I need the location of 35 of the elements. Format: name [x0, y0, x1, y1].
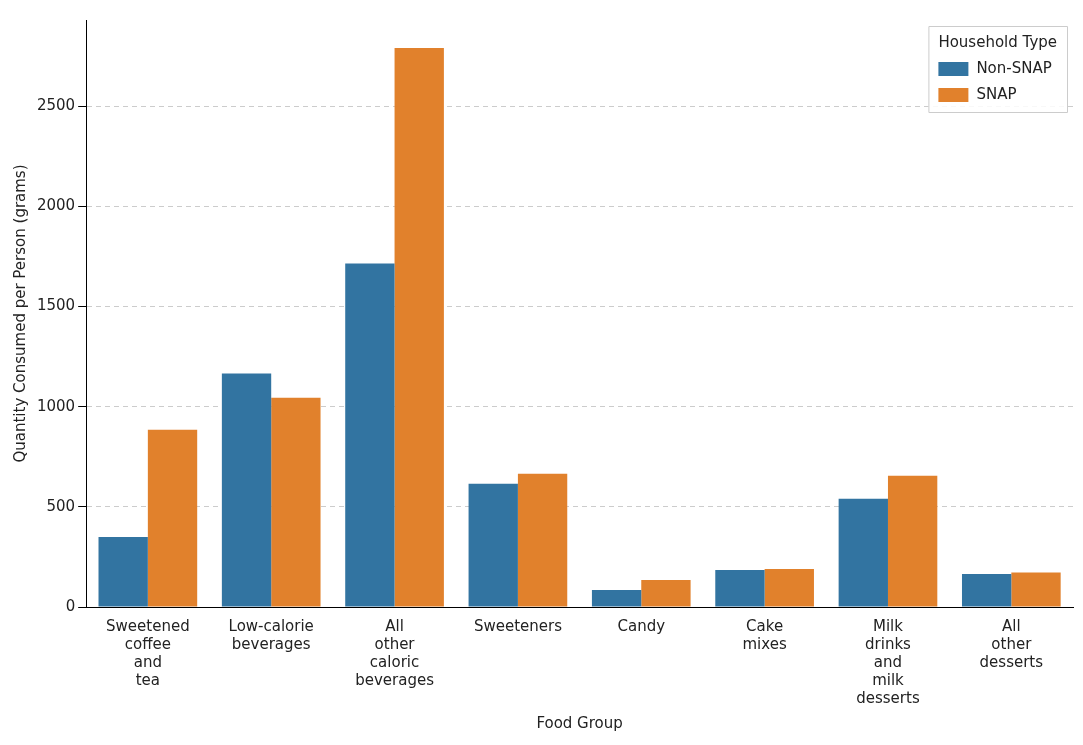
bar	[147, 429, 198, 607]
legend-title: Household Type	[938, 32, 1057, 51]
bar	[98, 536, 148, 607]
bar	[838, 498, 888, 607]
bar	[764, 568, 814, 607]
x-tick-label: Sweeteners	[473, 616, 563, 635]
y-tick-label: 1500	[36, 296, 76, 315]
bar	[591, 589, 642, 607]
y-tick-label: 2000	[36, 196, 76, 215]
x-tick-label: Candy	[617, 616, 666, 635]
x-tick-label: Sweetened coffee and tea	[106, 616, 190, 689]
y-tick-label: 500	[46, 496, 76, 515]
bar	[517, 473, 568, 607]
x-tick-label: Milk drinks and milk desserts	[856, 616, 920, 707]
bar	[887, 475, 938, 607]
bar	[271, 397, 321, 607]
legend-label: Non-SNAP	[976, 58, 1052, 77]
x-tick-label: Cake mixes	[742, 616, 787, 653]
y-tick-label: 1000	[36, 396, 76, 415]
y-tick-label: 2500	[36, 96, 76, 115]
bar	[715, 569, 765, 607]
bar	[394, 48, 444, 607]
y-tick-label: 0	[65, 596, 76, 615]
bar	[641, 579, 691, 607]
x-tick-label: All other desserts	[979, 616, 1044, 671]
bar	[961, 573, 1012, 607]
x-axis-title: Food Group	[536, 713, 623, 732]
bar	[345, 263, 395, 607]
x-tick-label: Low-calorie beverages	[228, 616, 314, 653]
x-tick-label: All other caloric beverages	[355, 616, 435, 689]
bar	[1011, 572, 1061, 607]
bar	[468, 483, 518, 607]
y-axis-title: Quantity Consumed per Person (grams)	[10, 164, 29, 463]
bar	[221, 373, 272, 607]
legend-label: SNAP	[976, 84, 1017, 103]
